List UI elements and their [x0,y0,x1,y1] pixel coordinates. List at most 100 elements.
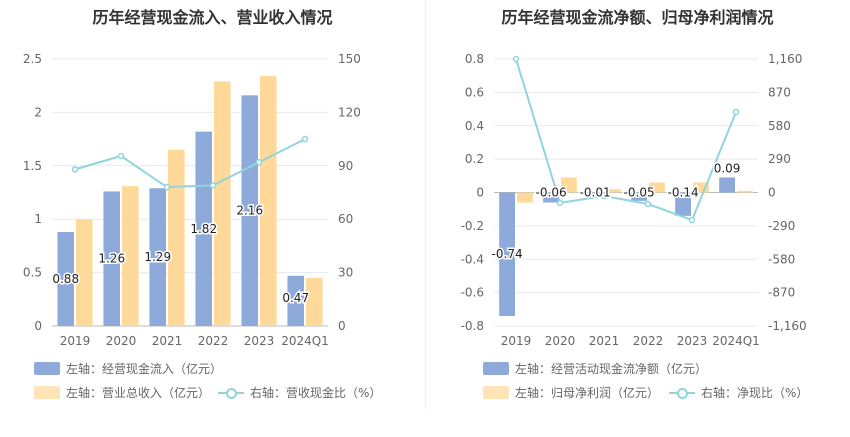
y2-tick-label: 30 [338,266,353,280]
bar-data-label: -0.06 [536,186,567,200]
legend-label: 左轴：归母净利润（亿元） [515,386,660,400]
legend-item-revenue[interactable]: 左轴：营业总收入（亿元） [34,384,210,401]
y-tick-label: -0.2 [461,219,484,233]
bar-data-label: 0.09 [714,161,741,175]
y2-tick-label: 870 [768,85,791,99]
bar-orange [168,149,185,326]
bar-data-label: 0.47 [282,291,309,305]
y-tick-label: -0.8 [461,319,484,333]
bar-blue [57,232,74,326]
line-point [644,200,652,208]
y2-tick-label: 1,160 [768,52,802,66]
legend-swatch-orange [34,386,60,399]
bar-orange [693,182,709,193]
x-tick-label: 2024Q1 [712,334,760,348]
bar-orange [260,76,277,326]
line-point [512,55,520,63]
legend-label: 左轴：经营活动现金流净额（亿元） [515,362,708,376]
y2-tick-label: 290 [768,152,791,166]
y-tick-label: 0.8 [465,52,484,66]
y-tick-label: 2 [34,105,42,119]
x-tick-label: 2023 [244,334,275,348]
line-point [688,216,696,224]
bar-data-label: 1.82 [190,222,217,236]
legend-item-cash-inflow[interactable]: 左轴：经营现金流入（亿元） [34,360,222,377]
ratio-line [74,138,306,189]
bar-blue [149,188,166,326]
line-point [301,135,309,143]
x-tick-label: 2019 [60,334,91,348]
y-tick-label: 2.5 [23,52,42,66]
bar-orange [737,190,753,193]
ratio-line [515,58,737,222]
bar-data-label: -0.14 [668,186,699,200]
x-tick-label: 2021 [589,334,620,348]
y2-tick-label: -580 [768,252,795,266]
legend-swatch-orange [483,386,509,399]
x-tick-label: 2020 [545,334,576,348]
bar-blue [587,192,603,195]
legend-swatch-blue [34,362,60,375]
y2-tick-label: 150 [338,52,361,66]
bar-blue [287,275,304,326]
bar-orange [517,192,533,203]
y-tick-label: 0 [476,186,484,200]
panel-divider [425,0,426,410]
x-tick-label: 2022 [633,334,664,348]
bar-blue [543,192,559,203]
line-point [600,192,608,200]
right-chart-panel: 历年经营现金流净额、归母净利润情况 -0.8 -1,160 -0.6 -870 -0.4… [425,0,850,437]
bar-data-label: -0.74 [492,247,523,261]
y2-tick-label: -870 [768,286,795,300]
line-point [71,166,79,173]
y2-tick-label: 90 [338,159,353,173]
bar-blue [631,192,647,201]
bar-blue [675,192,691,216]
x-tick-label: 2020 [106,334,137,348]
bar-blue [499,192,515,316]
x-tick-label: 2021 [152,334,183,348]
bar-orange [561,177,577,193]
y2-tick-label: 580 [768,119,791,133]
legend-label: 右轴：营收现金比（%） [250,386,382,400]
bar-orange [649,182,665,193]
bar-data-label: 2.16 [236,204,263,218]
legend-line-marker-icon [218,386,244,399]
bar-orange [605,189,621,193]
right-chart-svg: -0.8 -1,160 -0.6 -870 -0.4 -580 -0.2 -290 0 0 0.2 2… [461,52,807,348]
bar-data-label: 1.29 [144,250,171,264]
y2-tick-label: 60 [338,212,353,226]
x-tick-label: 2024Q1 [281,334,329,348]
y2-tick-label: 0 [338,319,346,333]
legend-item-net-profit[interactable]: 左轴：归母净利润（亿元） [483,384,659,401]
bar-blue [241,95,258,326]
x-tick-label: 2023 [677,334,708,348]
legend-item-net-cash-flow[interactable]: 左轴：经营活动现金流净额（亿元） [483,360,707,377]
y-tick-label: -0.4 [461,252,484,266]
bar-blue [103,191,120,326]
bar-data-label: 0.88 [52,272,79,286]
chart-title: 历年经营现金流入、营业收入情况 [92,8,333,27]
x-tick-label: 2019 [501,334,532,348]
x-tick-label: 2022 [198,334,229,348]
bar-orange [214,81,231,326]
line-point [163,183,171,191]
y-tick-label: -0.6 [461,286,484,300]
legend-item-net-cash-ratio[interactable]: 右轴：净现比（%） [669,384,808,401]
legend-line-marker-icon [669,386,695,399]
bar-blue [719,177,735,193]
legend-label: 左轴：经营现金流入（亿元） [66,362,223,376]
line-point [556,199,564,207]
line-point [209,182,217,189]
y2-tick-label: -290 [768,219,795,233]
y-tick-label: 0.2 [465,152,484,166]
y-tick-label: 1.5 [23,159,42,173]
y-tick-label: 1 [34,212,42,226]
bar-orange [306,277,323,326]
legend-item-ratio[interactable]: 右轴：营收现金比（%） [218,384,381,401]
legend-label: 左轴：营业总收入（亿元） [66,386,211,400]
line-point [117,152,125,160]
left-chart-panel: 历年经营现金流入、营业收入情况 0 0 0.5 30 1 60 1.5 90 2 120 2.5 15… [23,8,382,401]
bar-data-label: 1.26 [98,252,125,266]
y2-tick-label: 0 [768,186,776,200]
